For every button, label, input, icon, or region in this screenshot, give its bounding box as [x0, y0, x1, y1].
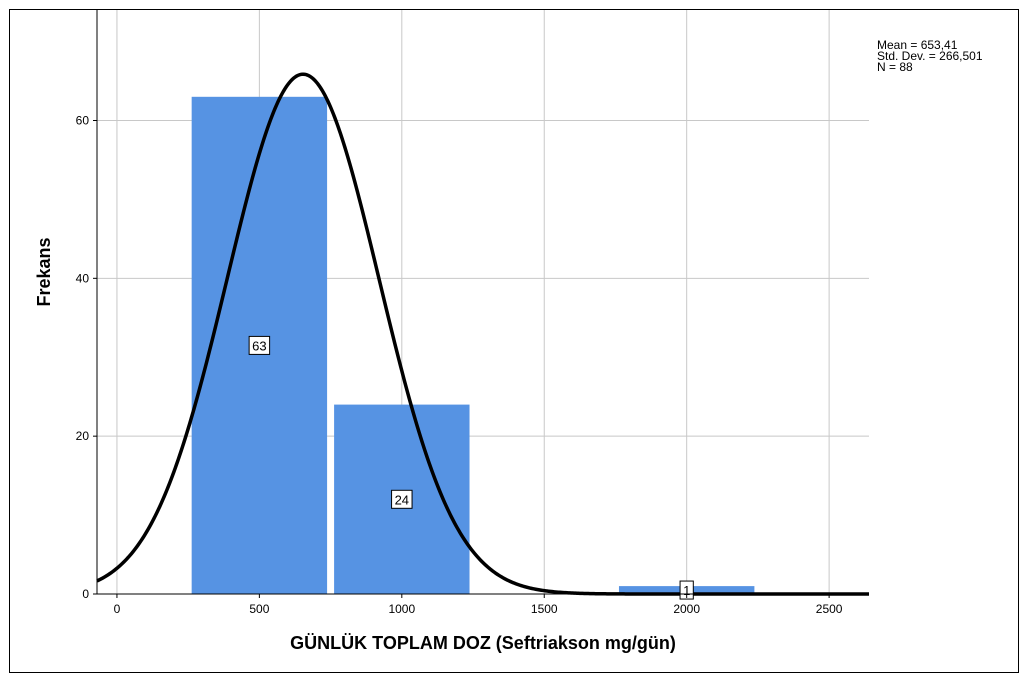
- histogram-chart: 63 24 1 0 500 1000 1500 2000 2500 0 20 40 60 GÜNLÜ…: [34, 10, 983, 653]
- bar-label-box: [248, 335, 271, 355]
- histogram-bars: [191, 96, 755, 594]
- chart-frame: 63 24 1 0 500 1000 1500 2000 2500 0 20 40 60 GÜNLÜ…: [9, 9, 1019, 673]
- stat-mean: Mean = 653,41: [877, 38, 958, 52]
- bar-label: 63: [248, 335, 271, 355]
- bar-label-text: 24: [395, 492, 409, 507]
- y-axis-title: Frekans: [34, 237, 54, 306]
- bar-value-labels: 63 24 1: [248, 335, 694, 600]
- x-tick-label: 0: [114, 602, 121, 616]
- x-tick-label: 1000: [388, 602, 415, 616]
- y-tick-label: 60: [76, 113, 90, 127]
- bar-label-text: 1: [683, 583, 690, 598]
- bar-label: 24: [391, 489, 413, 509]
- x-tick-labels: 0 500 1000 1500 2000 2500: [114, 602, 843, 616]
- stat-std-dev: Std. Dev. = 266,501: [877, 49, 983, 63]
- x-axis-title: GÜNLÜK TOPLAM DOZ (Seftriakson mg/gün): [290, 633, 676, 653]
- bar-label: 1: [679, 580, 694, 600]
- x-tick-label: 2500: [816, 602, 843, 616]
- stat-n: N = 88: [877, 60, 913, 74]
- bar-label-text: 63: [252, 338, 266, 353]
- statistics-legend: Mean = 653,41 Std. Dev. = 266,501 N = 88: [877, 38, 983, 74]
- bar-label-box: [679, 580, 694, 600]
- x-tick-label: 500: [249, 602, 269, 616]
- x-tick-label: 1500: [531, 602, 558, 616]
- y-tick-label: 20: [76, 429, 90, 443]
- bar-label-box: [391, 489, 413, 509]
- y-tick-label: 0: [82, 587, 89, 601]
- y-tick-label: 40: [76, 271, 90, 285]
- axes: [93, 10, 869, 598]
- x-tick-label: 2000: [673, 602, 700, 616]
- y-tick-labels: 0 20 40 60: [76, 113, 90, 601]
